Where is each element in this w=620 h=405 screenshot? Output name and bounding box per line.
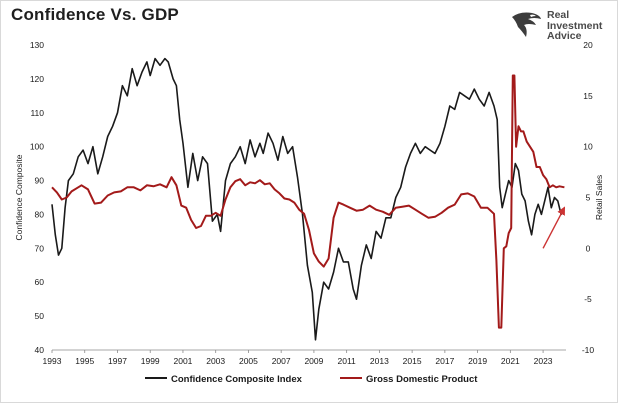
x-tick-label: 1993	[43, 356, 62, 366]
x-tick-label: 2001	[173, 356, 192, 366]
x-tick-label: 2003	[206, 356, 225, 366]
y-left-tick-label: 50	[35, 311, 45, 321]
brand-line-2: Investment	[547, 19, 603, 32]
chart-title: Confidence Vs. GDP	[11, 5, 179, 24]
x-tick-label: 2023	[534, 356, 553, 366]
series-layer	[51, 57, 566, 341]
y-right-tick-label: 10	[583, 142, 593, 152]
x-tick-label: 2021	[501, 356, 520, 366]
y-left-tick-label: 110	[30, 108, 44, 118]
y-left-tick-label: 40	[35, 345, 45, 355]
legend-swatch-gdp	[340, 377, 362, 380]
legend-item-gdp: Gross Domestic Product	[340, 374, 477, 385]
y-left-tick-label: 60	[35, 277, 45, 287]
x-tick-label: 2019	[468, 356, 487, 366]
y-left-tick-label: 70	[35, 243, 45, 253]
legend-item-confidence: Confidence Composite Index	[145, 374, 302, 385]
series-confidence-line	[51, 57, 566, 341]
x-tick-label: 1995	[75, 356, 94, 366]
x-tick-label: 2005	[239, 356, 258, 366]
y-right-tick-label: 0	[586, 243, 591, 253]
y-axis-left-label: Confidence Composite	[14, 154, 24, 240]
x-tick-label: 1997	[108, 356, 127, 366]
y-right-tick-label: -10	[582, 345, 595, 355]
brand-line-1: Real	[547, 9, 570, 21]
eagle-logo-icon	[512, 12, 541, 37]
series-gdp-line	[51, 74, 565, 329]
x-axis: 1993 1995 1997 1999 2001 2003 2005 2007 2009 2011…	[43, 350, 553, 366]
brand-name: Real Investment Advice	[547, 10, 602, 42]
legend-label-confidence: Confidence Composite Index	[171, 374, 302, 385]
x-tick-label: 2007	[272, 356, 291, 366]
y-left-tick-label: 130	[30, 40, 44, 50]
y-right-tick-label: 15	[583, 91, 593, 101]
brand-block: Real Investment Advice	[510, 9, 614, 43]
left-axis: 40 50 60 70 80 90 100 110 120 130	[30, 40, 44, 355]
y-right-tick-label: 5	[586, 193, 591, 203]
legend-label-gdp: Gross Domestic Product	[366, 374, 478, 385]
x-tick-label: 2011	[338, 356, 357, 366]
y-left-tick-label: 120	[30, 74, 44, 84]
x-tick-label: 2013	[370, 356, 389, 366]
y-right-tick-label: -5	[584, 294, 592, 304]
brand-line-3: Advice	[547, 30, 582, 42]
x-tick-label: 2015	[403, 356, 422, 366]
annotation-layer	[542, 206, 566, 249]
y-left-tick-label: 100	[30, 142, 44, 152]
x-tick-label: 2017	[435, 356, 454, 366]
y-left-tick-label: 90	[35, 176, 45, 186]
trend-arrow	[542, 206, 566, 249]
legend-swatch-confidence	[145, 377, 167, 380]
y-axis-right-label: Retail Sales	[594, 175, 604, 220]
right-axis: -10 -5 0 5 10 15 20	[582, 40, 595, 355]
y-left-tick-label: 80	[35, 209, 45, 219]
x-tick-label: 2009	[304, 356, 323, 366]
x-tick-label: 1999	[141, 356, 160, 366]
y-right-tick-label: 20	[583, 40, 593, 50]
